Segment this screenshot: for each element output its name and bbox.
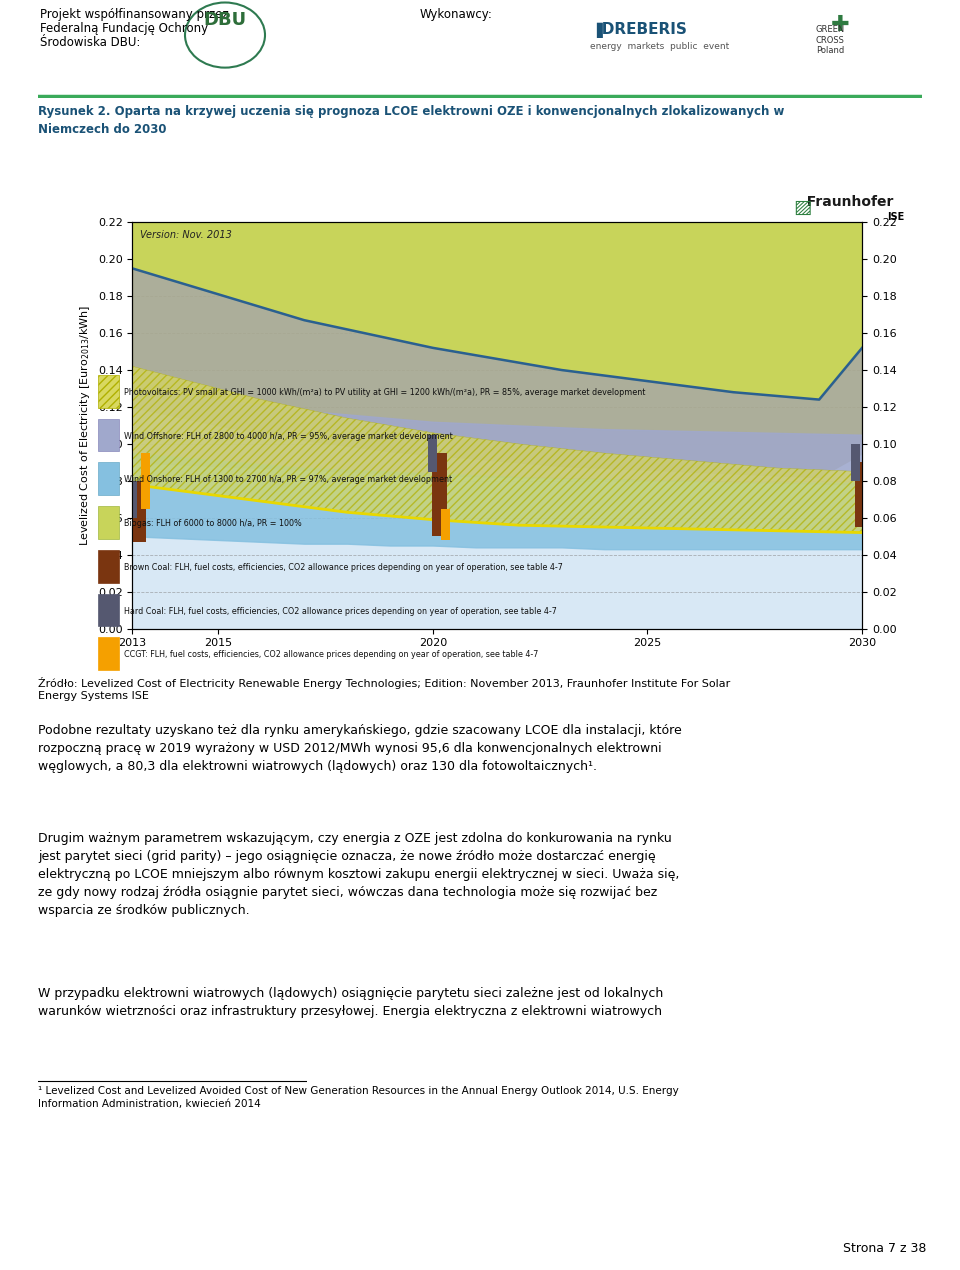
Text: Środowiska DBU:: Środowiska DBU: — [40, 36, 140, 50]
Bar — [98, 638, 119, 671]
Text: Drugim ważnym parametrem wskazującym, czy energia z OZE jest zdolna do konkurowa: Drugim ważnym parametrem wskazującym, cz… — [38, 832, 680, 917]
Text: Wind Offshore: FLH of 2800 to 4000 h/a, PR = 95%, average market development: Wind Offshore: FLH of 2800 to 4000 h/a, … — [124, 432, 452, 441]
Bar — [98, 550, 119, 583]
Text: ▨: ▨ — [793, 198, 811, 217]
Bar — [141, 453, 150, 508]
Text: Photovoltaics: PV small at GHI = 1000 kWh/(m²a) to PV utility at GHI = 1200 kWh/: Photovoltaics: PV small at GHI = 1000 kW… — [124, 387, 645, 398]
Text: Strona 7 z 38: Strona 7 z 38 — [843, 1242, 926, 1255]
Text: ¹ Levelized Cost and Levelized Avoided Cost of New Generation Resources in the A: ¹ Levelized Cost and Levelized Avoided C… — [38, 1086, 679, 1109]
Text: DBU: DBU — [204, 11, 247, 29]
Bar — [98, 593, 119, 626]
Text: Version: Nov. 2013: Version: Nov. 2013 — [140, 230, 231, 240]
Text: ✚: ✚ — [830, 15, 850, 36]
Text: ▐DREBERIS: ▐DREBERIS — [590, 22, 686, 38]
Bar — [852, 444, 860, 481]
Text: CCGT: FLH, fuel costs, efficiencies, CO2 allowance prices depending on year of o: CCGT: FLH, fuel costs, efficiencies, CO2… — [124, 650, 538, 659]
Bar — [132, 481, 147, 542]
Text: Projekt współfinansowany przez: Projekt współfinansowany przez — [40, 8, 228, 22]
Bar — [98, 462, 119, 495]
Bar — [442, 508, 450, 540]
Text: ISE: ISE — [888, 212, 905, 222]
Text: Źródło: Levelized Cost of Electricity Renewable Energy Technologies; Edition: No: Źródło: Levelized Cost of Electricity Re… — [38, 677, 731, 701]
Text: Federalną Fundację Ochrony: Federalną Fundację Ochrony — [40, 22, 208, 36]
Text: Hard Coal: FLH, fuel costs, efficiencies, CO2 allowance prices depending on year: Hard Coal: FLH, fuel costs, efficiencies… — [124, 607, 557, 616]
Bar — [98, 505, 119, 538]
Text: Fraunhofer: Fraunhofer — [797, 196, 894, 210]
Bar — [432, 453, 446, 536]
Bar — [98, 419, 119, 451]
Bar — [98, 375, 119, 408]
Text: W przypadku elektrowni wiatrowych (lądowych) osiągnięcie parytetu sieci zależne : W przypadku elektrowni wiatrowych (lądow… — [38, 987, 663, 1017]
Bar — [864, 404, 873, 453]
Text: Podobne rezultaty uzyskano też dla rynku amerykańskiego, gdzie szacowany LCOE dl: Podobne rezultaty uzyskano też dla rynku… — [38, 724, 683, 773]
Bar — [854, 462, 870, 527]
Y-axis label: Levelized Cost of Electricity [Euro$_{2013}$/kWh]: Levelized Cost of Electricity [Euro$_{20… — [79, 305, 92, 546]
Bar — [128, 481, 137, 518]
Text: Biogas: FLH of 6000 to 8000 h/a, PR = 100%: Biogas: FLH of 6000 to 8000 h/a, PR = 10… — [124, 519, 301, 528]
Bar — [428, 434, 438, 471]
Text: Rysunek 2. Oparta na krzywej uczenia się prognoza LCOE elektrowni OZE i konwencj: Rysunek 2. Oparta na krzywej uczenia się… — [38, 105, 784, 136]
Text: Brown Coal: FLH, fuel costs, efficiencies, CO2 allowance prices depending on yea: Brown Coal: FLH, fuel costs, efficiencie… — [124, 563, 563, 572]
Text: Wykonawcy:: Wykonawcy: — [420, 8, 492, 22]
Text: energy  markets  public  event: energy markets public event — [590, 42, 730, 51]
Text: GREEN
CROSS
Poland: GREEN CROSS Poland — [815, 25, 845, 55]
Text: Wind Onshore: FLH of 1300 to 2700 h/a, PR = 97%, average market development: Wind Onshore: FLH of 1300 to 2700 h/a, P… — [124, 475, 452, 484]
